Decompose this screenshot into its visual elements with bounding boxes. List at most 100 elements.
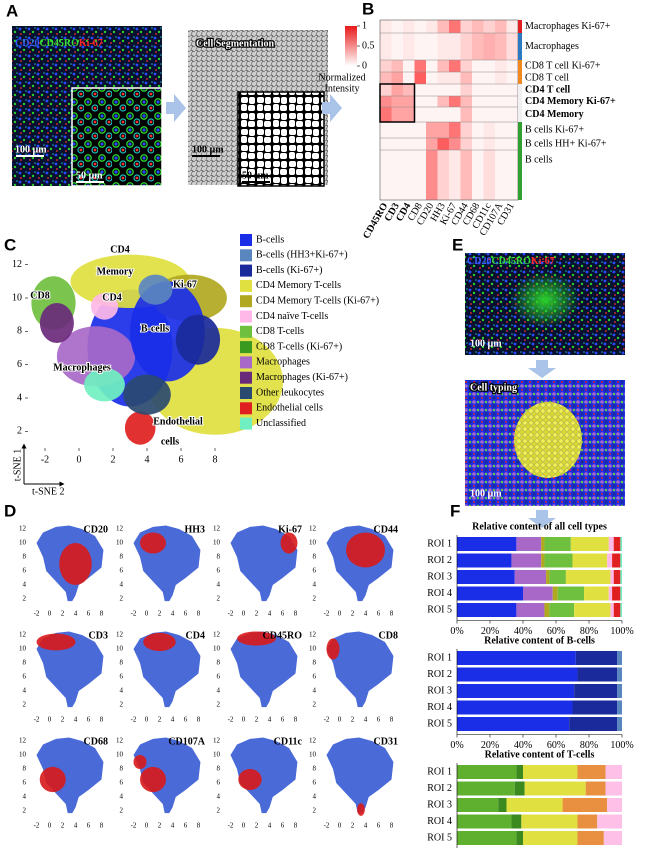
map-hotspot (280, 532, 298, 554)
bar-segment (572, 700, 618, 715)
y-tick-label: 2 (313, 595, 317, 603)
legend-swatch (240, 356, 252, 369)
heatmap-cell (483, 60, 496, 72)
legend-label: Unclassified (256, 418, 306, 429)
bar-segment (457, 814, 512, 829)
y-tick-label: 6 (313, 567, 317, 575)
x-tick-label: 100% (610, 626, 633, 637)
heatmap-cell (495, 150, 507, 200)
heatmap-cell (449, 33, 461, 60)
colorbar-tick-label: 0.5 (362, 40, 375, 51)
bar-segment (552, 586, 558, 601)
legend-swatch (240, 295, 252, 308)
bar-segment (613, 570, 621, 584)
x-tick-label: 4 (171, 716, 175, 724)
axis-label: t-SNE 2 (32, 486, 65, 497)
x-tick-label: 2 (158, 716, 162, 724)
cluster-label: Endothelial (153, 416, 203, 427)
group-strip (518, 138, 522, 150)
y-tick-label: 8 (17, 326, 22, 337)
panel-label: F (450, 501, 460, 520)
stain-name: CD45RO (491, 256, 531, 267)
bar-segment (617, 717, 622, 731)
x-tick-label: 0 (48, 716, 52, 724)
y-tick-label: ROI 5 (427, 718, 452, 729)
y-tick-label: 2 (217, 807, 221, 815)
heatmap-cell (506, 96, 519, 107)
y-tick-label: 12 (309, 631, 317, 639)
legend-label: B-cells (Ki-67+) (256, 265, 322, 276)
cluster-label: CD8 (30, 290, 49, 301)
bar-segment (457, 700, 573, 715)
y-tick-label: 10 (309, 539, 317, 547)
heatmap-cell (506, 33, 519, 60)
colorbar-label: Intensity (325, 83, 360, 94)
x-tick-label: 6 (184, 822, 188, 830)
bar-segment (574, 603, 611, 617)
bar-segment (603, 831, 622, 845)
x-tick-label: 2 (61, 822, 65, 830)
heatmap-cell (380, 122, 392, 138)
map-hotspot (357, 803, 365, 816)
y-tick-label: 12 (12, 259, 22, 270)
heatmap-cell (414, 33, 427, 60)
heatmap-cell (495, 138, 507, 150)
y-tick-label: 6 (120, 779, 124, 787)
heatmap-cell (472, 122, 484, 138)
legend-label: B-cells (256, 234, 284, 245)
y-tick-label: 10 (12, 292, 22, 303)
highlight-box (379, 83, 416, 123)
heatmap-cell (449, 107, 461, 122)
heatmap-cell (483, 122, 496, 138)
legend-swatch (240, 371, 252, 384)
y-tick-label: 8 (313, 765, 317, 773)
x-tick-label: 4 (171, 610, 175, 618)
y-tick-label: 12 (19, 631, 27, 639)
group-strip (518, 122, 522, 138)
y-tick-label: 2 (23, 595, 27, 603)
y-tick-label: ROI 3 (427, 799, 452, 810)
y-tick-label: 4 (217, 793, 221, 801)
group-strip (518, 150, 522, 200)
legend-swatch (240, 325, 252, 338)
scale-bar-label: 100 µm (470, 338, 502, 349)
y-tick-label: ROI 2 (427, 555, 452, 566)
legend-swatch (240, 249, 252, 262)
legend-label: CD4 naïve T-cells (256, 311, 328, 322)
x-tick-label: 6 (281, 610, 285, 618)
heatmap-cell (414, 96, 427, 107)
y-tick-label: 8 (217, 659, 221, 667)
bar-segment (612, 553, 621, 568)
y-tick-label: 12 (116, 631, 124, 639)
y-tick-label: 6 (313, 673, 317, 681)
x-tick-label: 40% (514, 626, 532, 637)
bar-segment (620, 553, 622, 568)
heatmap-cell (495, 96, 507, 107)
bar-segment (544, 603, 550, 617)
x-tick-label: -2 (228, 822, 234, 830)
heatmap-cell (495, 72, 507, 84)
y-tick-label: ROI 3 (427, 571, 452, 582)
heatmap-cell (403, 107, 415, 122)
heatmap-cell (380, 60, 392, 72)
y-tick-label: 10 (213, 645, 221, 653)
x-tick-label: 6 (87, 716, 91, 724)
bar-segment (569, 717, 618, 731)
heatmap-cell (380, 84, 392, 96)
y-tick-label: 6 (120, 567, 124, 575)
map-hotspot (140, 766, 166, 793)
bar-segment (574, 684, 618, 698)
heatmap-cell (403, 150, 415, 200)
x-tick-label: -2 (131, 822, 137, 830)
heatmap-cell (391, 122, 404, 138)
map-hotspot (326, 638, 340, 660)
bar-segment (577, 814, 598, 829)
bar-segment (521, 814, 578, 829)
heatmap-cell (426, 60, 438, 72)
bar-segment (457, 667, 578, 682)
stain-name: CD20 (467, 256, 491, 267)
map-shape (326, 737, 394, 814)
bar-segment (608, 586, 613, 601)
bar-segment (610, 570, 614, 584)
legend-label: Other leukocytes (256, 387, 324, 398)
